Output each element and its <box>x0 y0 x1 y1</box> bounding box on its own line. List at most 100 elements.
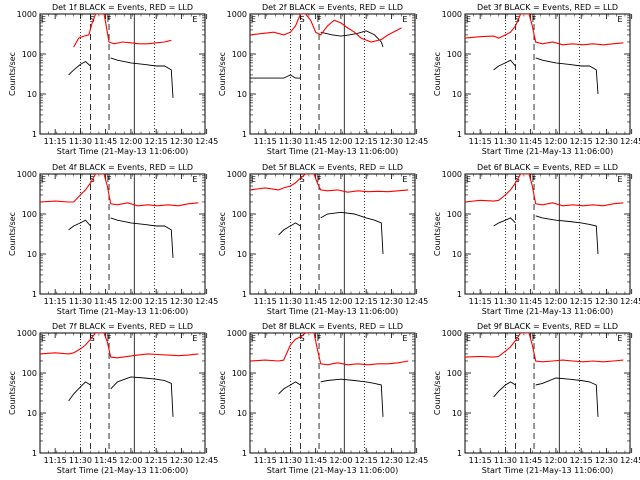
x-tick-label: 12:15 <box>355 456 378 465</box>
region-label: E <box>192 175 197 184</box>
x-tick-label: 11:30 <box>494 297 517 306</box>
region-label: S <box>90 334 95 343</box>
detector-panel-2: Det 2f BLACK = Events, RED = LLD 1 10 100 10… <box>218 3 428 156</box>
x-tick-label: 12:00 <box>329 297 352 306</box>
x-tick-label: 12:30 <box>380 456 403 465</box>
x-tick-label: 12:45 <box>620 456 640 465</box>
x-tick-label: 12:15 <box>145 137 168 146</box>
y-tick-label: 1 <box>32 449 37 458</box>
plot-frame <box>464 13 631 135</box>
detector-panel-9: Det 9f BLACK = Events, RED = LLD 1 10 100 10… <box>433 322 640 475</box>
x-tick-label: 11:30 <box>69 137 92 146</box>
y-axis-label: Counts/sec <box>218 52 227 96</box>
x-tick-label: 11:30 <box>279 137 302 146</box>
events-series-line <box>493 57 599 95</box>
region-label: E <box>251 334 256 343</box>
y-tick-label: 1000 <box>442 329 462 338</box>
y-tick-label: 100 <box>22 50 37 59</box>
detector-panel-1: Det 1f BLACK = Events, RED = LLD 1 10 100 10… <box>8 3 218 156</box>
x-axis-label: Start Time (21-May-13 11:06:00) <box>482 147 613 156</box>
y-tick-label: 1 <box>457 130 462 139</box>
x-tick-label: 12:45 <box>405 456 428 465</box>
plot-frame <box>39 332 206 454</box>
x-tick-label: 11:15 <box>254 456 277 465</box>
x-tick-label: 12:15 <box>145 456 168 465</box>
region-label: E <box>466 175 471 184</box>
y-tick-label: 100 <box>447 210 462 219</box>
events-series-line <box>68 57 174 98</box>
x-tick-label: 11:15 <box>44 297 67 306</box>
x-tick-label: 11:15 <box>469 137 492 146</box>
y-tick-label: 1000 <box>442 10 462 19</box>
y-tick-label: 10 <box>27 250 37 259</box>
panel-title: Det 2f BLACK = Events, RED = LLD <box>262 3 403 12</box>
region-label: F <box>532 175 537 184</box>
x-tick-label: 11:30 <box>494 456 517 465</box>
x-tick-label: 11:45 <box>94 456 117 465</box>
y-tick-label: 10 <box>452 90 462 99</box>
region-label: E <box>41 15 46 24</box>
x-tick-label: 12:15 <box>570 456 593 465</box>
x-tick-label: 12:30 <box>380 137 403 146</box>
x-tick-label: 11:15 <box>254 297 277 306</box>
x-tick-label: 12:00 <box>544 137 567 146</box>
x-tick-label: 11:30 <box>69 297 92 306</box>
x-tick-label: 12:30 <box>170 456 193 465</box>
x-tick-label: 11:30 <box>69 456 92 465</box>
region-label: E <box>192 334 197 343</box>
x-tick-label: 11:45 <box>94 137 117 146</box>
events-series-line <box>493 377 599 417</box>
y-tick-label: 10 <box>27 409 37 418</box>
region-label: S <box>300 175 305 184</box>
y-tick-label: 100 <box>232 50 247 59</box>
region-label: E <box>41 175 46 184</box>
plot-frame <box>249 13 416 135</box>
region-label: F <box>317 15 322 24</box>
x-axis-label: Start Time (21-May-13 11:06:00) <box>57 307 188 316</box>
x-tick-label: 12:30 <box>595 137 618 146</box>
x-tick-label: 12:00 <box>544 456 567 465</box>
y-tick-label: 1 <box>32 290 37 299</box>
region-label: E <box>41 334 46 343</box>
plot-frame <box>464 173 631 295</box>
y-tick-label: 10 <box>237 250 247 259</box>
panel-title: Det 4f BLACK = Events, RED = LLD <box>52 163 193 172</box>
x-tick-label: 11:45 <box>519 297 542 306</box>
lld-series-line <box>40 174 199 207</box>
y-tick-label: 1000 <box>17 329 37 338</box>
lld-series-line <box>465 174 624 207</box>
x-tick-label: 11:45 <box>519 137 542 146</box>
x-tick-label: 12:00 <box>119 456 142 465</box>
y-tick-label: 1000 <box>227 10 247 19</box>
panel-title: Det 3f BLACK = Events, RED = LLD <box>477 3 618 12</box>
plot-frame <box>464 332 631 454</box>
x-tick-label: 12:45 <box>195 137 218 146</box>
x-tick-label: 12:00 <box>119 137 142 146</box>
region-label: F <box>317 334 322 343</box>
detector-panel-5: Det 5f BLACK = Events, RED = LLD 1 10 100 10… <box>218 163 428 316</box>
x-axis-label: Start Time (21-May-13 11:06:00) <box>482 307 613 316</box>
detector-panel-6: Det 6f BLACK = Events, RED = LLD 1 10 100 10… <box>433 163 640 316</box>
region-label: E <box>617 15 622 24</box>
x-tick-label: 11:15 <box>44 456 67 465</box>
x-tick-label: 11:45 <box>304 137 327 146</box>
y-tick-label: 1000 <box>17 170 37 179</box>
y-tick-label: 10 <box>27 90 37 99</box>
x-tick-label: 12:15 <box>355 297 378 306</box>
x-axis-label: Start Time (21-May-13 11:06:00) <box>57 147 188 156</box>
y-tick-label: 100 <box>447 369 462 378</box>
region-label: E <box>192 15 197 24</box>
y-axis-label: Counts/sec <box>433 212 442 256</box>
y-tick-label: 1 <box>32 130 37 139</box>
region-label: E <box>617 334 622 343</box>
y-tick-label: 1000 <box>227 170 247 179</box>
detector-panel-4: Det 4f BLACK = Events, RED = LLD 1 10 100 10… <box>8 163 218 316</box>
lld-series-line <box>250 333 409 366</box>
x-tick-label: 12:45 <box>405 297 428 306</box>
region-label: E <box>402 334 407 343</box>
x-tick-label: 12:00 <box>329 456 352 465</box>
y-tick-label: 1 <box>457 449 462 458</box>
lld-series-line <box>250 14 402 43</box>
panel-title: Det 8f BLACK = Events, RED = LLD <box>262 322 403 331</box>
